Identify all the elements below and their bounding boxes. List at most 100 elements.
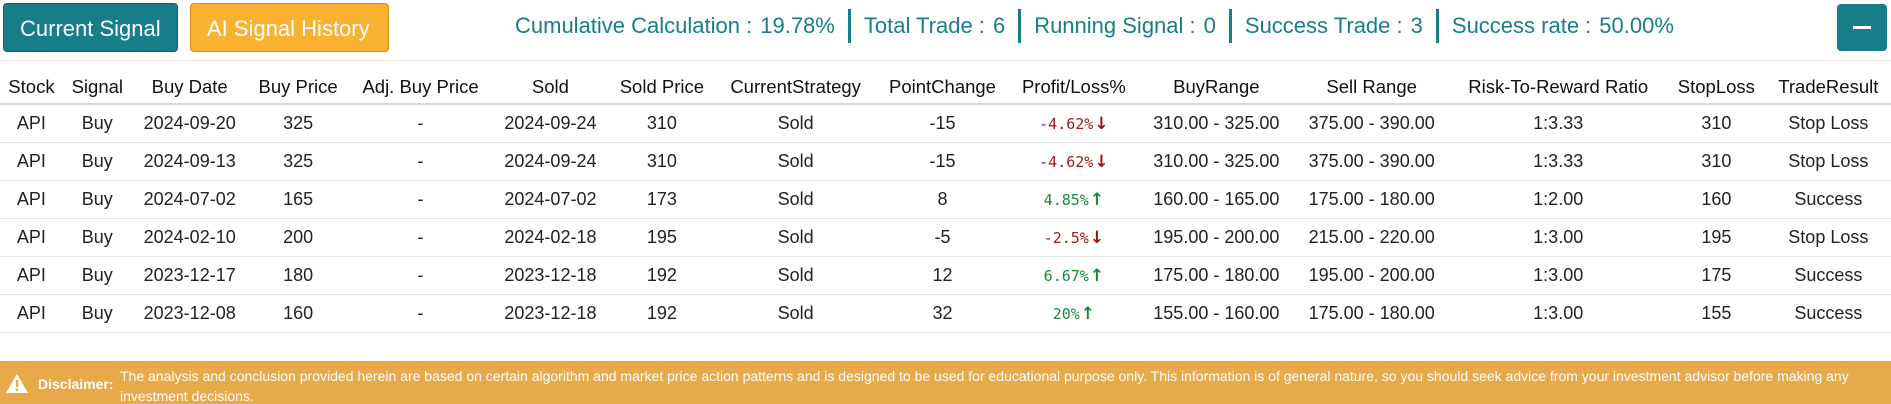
- cell-stock: API: [0, 142, 63, 181]
- table-row: API Buy 2024-09-20 325-2024-09-24 310 Sold -15…: [0, 104, 1891, 143]
- cell-risk-reward: 1:3.33: [1449, 104, 1668, 143]
- stat-value: 0: [1203, 13, 1216, 38]
- top-bar: Current Signal AI Signal History Cumulat…: [0, 0, 1891, 60]
- arrow-down-icon: ↓: [1094, 114, 1109, 134]
- cell-profit-loss: 4.85%↑: [1009, 180, 1139, 219]
- cell-signal: Buy: [62, 142, 132, 181]
- cell-stop-loss: 160: [1667, 180, 1766, 219]
- profit-loss-value: 6.67%: [1043, 267, 1089, 285]
- cell-buy-range: 195.00 - 200.00: [1138, 218, 1295, 257]
- arrow-down-icon: ↓: [1094, 152, 1109, 172]
- column-header: Buy Date: [131, 70, 248, 105]
- cell-buy-range: 310.00 - 325.00: [1138, 142, 1295, 181]
- disclaimer-label: Disclaimer:: [38, 376, 114, 392]
- cell-stock: API: [0, 180, 63, 219]
- minus-icon: [1853, 26, 1871, 29]
- cell-sold: 2023-12-18: [492, 256, 609, 295]
- cell-buy-date: 2023-12-08: [131, 294, 248, 333]
- cell-adj-buy-price: -: [348, 142, 493, 181]
- cell-stock: API: [0, 104, 63, 143]
- cell-buy-price: 165: [247, 180, 349, 219]
- column-header: Sell Range: [1294, 70, 1450, 105]
- cell-signal: Buy: [62, 104, 132, 143]
- collapse-button[interactable]: [1837, 4, 1887, 51]
- cell-sell-range: 175.00 - 180.00: [1294, 180, 1450, 219]
- stats-bar: Cumulative Calculation : 19.78% Total Tra…: [511, 8, 1687, 44]
- cell-strategy: Sold: [715, 256, 876, 295]
- column-header: Risk-To-Reward Ratio: [1449, 70, 1668, 105]
- cell-sold-price: 310: [608, 142, 716, 181]
- signal-history-table: Stock Signal Buy Date Buy Price Adj. Buy Pri…: [0, 70, 1891, 333]
- column-header: PointChange: [875, 70, 1010, 105]
- cell-strategy: Sold: [715, 294, 876, 333]
- cell-stop-loss: 310: [1667, 104, 1766, 143]
- cell-buy-date: 2023-12-17: [131, 256, 248, 295]
- cell-sold-price: 173: [608, 180, 716, 219]
- stat-divider: [847, 9, 851, 43]
- column-header: StopLoss: [1667, 70, 1766, 105]
- cell-trade-result: Success: [1765, 180, 1891, 219]
- cell-signal: Buy: [62, 256, 132, 295]
- stat-cumulative: Cumulative Calculation : 19.78%: [511, 13, 848, 39]
- disclaimer-text: The analysis and conclusion provided her…: [120, 368, 1849, 404]
- profit-loss-value: -4.62%: [1039, 153, 1094, 171]
- stat-divider: [1435, 9, 1439, 43]
- table-body: API Buy 2024-09-20 325-2024-09-24 310 Sold -15…: [0, 104, 1891, 333]
- cell-sold: 2024-07-02: [492, 180, 609, 219]
- column-header: Signal: [62, 70, 132, 105]
- profit-loss-value: -4.62%: [1039, 115, 1094, 133]
- cell-buy-date: 2024-07-02: [131, 180, 248, 219]
- column-header: CurrentStrategy: [715, 70, 876, 105]
- arrow-up-icon: ↑: [1080, 304, 1096, 324]
- cell-sold: 2024-09-24: [492, 142, 609, 181]
- cell-buy-range: 310.00 - 325.00: [1138, 104, 1295, 143]
- cell-trade-result: Success: [1765, 256, 1891, 295]
- ai-signal-history-button[interactable]: AI Signal History: [190, 3, 389, 52]
- stat-value: 50.00%: [1599, 13, 1674, 38]
- cell-buy-date: 2024-09-20: [131, 104, 248, 143]
- column-header: BuyRange: [1138, 70, 1295, 105]
- stat-divider: [1228, 9, 1232, 43]
- stat-label: Success Trade :: [1244, 13, 1403, 38]
- arrow-up-icon: ↑: [1089, 190, 1105, 210]
- cell-buy-price: 325: [247, 104, 349, 143]
- cell-sold-price: 192: [608, 294, 716, 333]
- disclaimer-bar: Disclaimer: The analysis and conclusion …: [0, 361, 1891, 404]
- table-row: API Buy 2024-02-10 200-2024-02-18 195 Sold -5-…: [0, 218, 1891, 257]
- cell-trade-result: Stop Loss: [1765, 218, 1891, 257]
- table-row: API Buy 2023-12-08 160-2023-12-18 192 Sold 32 2…: [0, 294, 1891, 333]
- cell-risk-reward: 1:3.00: [1449, 256, 1668, 295]
- cell-sold: 2024-09-24: [492, 104, 609, 143]
- cell-stop-loss: 175: [1667, 256, 1766, 295]
- cell-buy-date: 2024-09-13: [131, 142, 248, 181]
- profit-loss-value: 20%: [1052, 305, 1080, 323]
- stat-value: 19.78%: [760, 13, 835, 38]
- cell-buy-range: 175.00 - 180.00: [1138, 256, 1295, 295]
- current-signal-button[interactable]: Current Signal: [3, 3, 178, 52]
- arrow-down-icon: ↓: [1089, 228, 1105, 248]
- cell-buy-range: 160.00 - 165.00: [1138, 180, 1295, 219]
- cell-stop-loss: 195: [1667, 218, 1766, 257]
- cell-adj-buy-price: -: [348, 256, 493, 295]
- cell-risk-reward: 1:3.00: [1449, 218, 1668, 257]
- cell-sold-price: 195: [608, 218, 716, 257]
- cell-adj-buy-price: -: [348, 294, 493, 333]
- cell-sell-range: 195.00 - 200.00: [1294, 256, 1450, 295]
- cell-risk-reward: 1:3.33: [1449, 142, 1668, 181]
- column-header: Profit/Loss%: [1009, 70, 1139, 105]
- cell-stock: API: [0, 218, 63, 257]
- stat-label: Total Trade :: [863, 13, 985, 38]
- cell-point-change: 32: [875, 294, 1010, 333]
- cell-trade-result: Stop Loss: [1765, 104, 1891, 143]
- cell-buy-price: 200: [247, 218, 349, 257]
- cell-profit-loss: -2.5%↓: [1009, 218, 1139, 257]
- cell-buy-price: 325: [247, 142, 349, 181]
- cell-buy-price: 180: [247, 256, 349, 295]
- cell-adj-buy-price: -: [348, 218, 493, 257]
- cell-point-change: -5: [875, 218, 1010, 257]
- cell-point-change: -15: [875, 142, 1010, 181]
- stat-label: Running Signal :: [1034, 13, 1196, 38]
- column-header: Sold: [492, 70, 609, 105]
- cell-buy-range: 155.00 - 160.00: [1138, 294, 1295, 333]
- table-header-row: Stock Signal Buy Date Buy Price Adj. Buy Pri…: [0, 70, 1891, 105]
